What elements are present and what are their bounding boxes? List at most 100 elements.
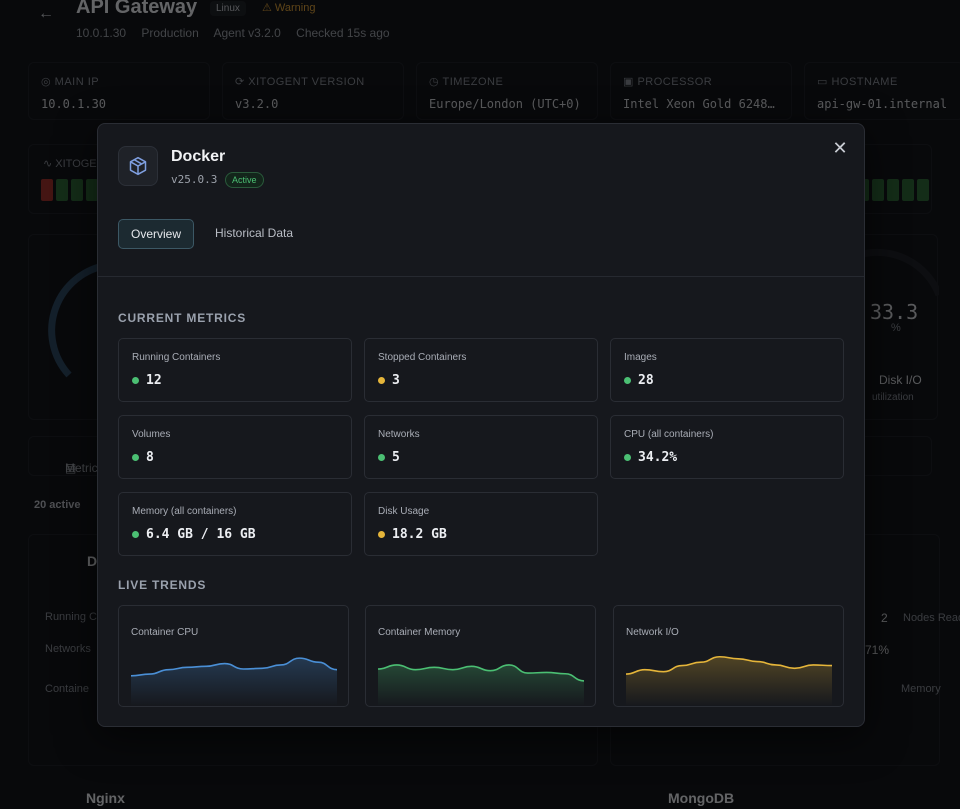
meta-checked: Checked 15s ago: [296, 26, 390, 40]
warning-icon: ⚠: [262, 2, 275, 14]
metric-card: Memory (all containers) 6.4 GB / 16 GB: [118, 492, 352, 556]
tab-overview[interactable]: Overview: [118, 219, 195, 249]
metric-card: Networks 5: [364, 415, 598, 479]
os-badge: Linux: [210, 1, 246, 16]
uptime-bar: [86, 179, 98, 201]
info-label: ⟳ XITOGENT VERSION: [235, 76, 365, 88]
trend-card-network-io: Network I/O: [613, 605, 844, 707]
trend-sparkline: [378, 664, 584, 706]
info-value: Intel Xeon Gold 6248…: [623, 97, 775, 111]
info-label: ▭ HOSTNAME: [817, 76, 898, 88]
metric-value: 18.2 GB: [392, 527, 447, 542]
disk-gauge-unit: %: [891, 322, 901, 334]
status-badge: Active: [225, 172, 264, 188]
uptime-bar: [917, 179, 929, 201]
trend-label: Container CPU: [131, 627, 199, 638]
modal-title: Docker: [171, 148, 226, 165]
trend-line: [378, 664, 584, 682]
meta-agent: Agent v3.2.0: [213, 26, 281, 40]
info-value: 10.0.1.30: [41, 97, 107, 111]
info-card-hostname: ▭ HOSTNAME api-gw-01.internal: [804, 62, 960, 120]
metric-value: 12: [146, 373, 162, 388]
metric-value: 5: [392, 450, 400, 465]
service-row: Networks: [45, 643, 91, 655]
service-card-nginx-title: Nginx: [86, 790, 125, 806]
metric-label: Images: [624, 352, 657, 363]
gauge-arc: [48, 261, 110, 378]
metric-label: Disk Usage: [378, 506, 430, 517]
metric-card: Volumes 8: [118, 415, 352, 479]
trend-line: [131, 657, 337, 677]
service-row: Memory: [901, 683, 941, 695]
info-card-timezone: ◷ TIMEZONE Europe/London (UTC+0): [416, 62, 598, 120]
tab-historical-data[interactable]: Historical Data: [215, 226, 294, 240]
service-row: Nodes Read: [903, 612, 960, 624]
uptime-label: ∿ XITOGE: [43, 158, 97, 170]
metric-value: 8: [146, 450, 154, 465]
modal-version: v25.0.3: [171, 173, 218, 186]
info-value: v3.2.0: [235, 97, 279, 111]
trend-area: [131, 658, 337, 706]
trend-sparkline: [131, 657, 337, 706]
monitor-icon: ▭: [817, 76, 832, 88]
warning-badge: ⚠ Warning: [262, 2, 316, 14]
status-dot-icon: [624, 454, 631, 461]
disk-gauge-sub: utilization: [872, 392, 914, 403]
metric-value: 34.2%: [638, 450, 678, 465]
clock-icon: ◷: [429, 76, 443, 88]
service-value: 2: [881, 611, 888, 625]
service-card-mongodb-title: MongoDB: [668, 790, 735, 806]
service-name: D: [87, 553, 98, 569]
back-arrow-icon[interactable]: ←: [38, 5, 54, 22]
trend-area: [626, 656, 832, 706]
info-card-processor: ▣ PROCESSOR Intel Xeon Gold 6248…: [610, 62, 792, 120]
refresh-icon: ⟳: [235, 76, 249, 88]
host-meta: 10.0.1.30 Production Agent v3.2.0 Checke…: [76, 26, 402, 40]
trend-label: Container Memory: [378, 627, 461, 638]
info-value: Europe/London (UTC+0): [429, 97, 581, 111]
close-icon[interactable]: ✕: [832, 138, 848, 158]
trend-area: [378, 664, 584, 706]
docker-box-icon: [118, 146, 158, 186]
metric-label: Volumes: [132, 429, 171, 440]
meta-env: Production: [141, 26, 199, 40]
activity-icon: ∿: [43, 158, 56, 170]
divider: [98, 276, 864, 277]
status-dot-icon: [132, 454, 139, 461]
metric-value: 28: [638, 373, 654, 388]
info-label: ◷ TIMEZONE: [429, 76, 504, 88]
metric-label: Stopped Containers: [378, 352, 467, 363]
trend-card-container-memory: Container Memory: [365, 605, 596, 707]
chart-icon: ▤: [65, 461, 77, 475]
disk-gauge-value: 33.3: [870, 300, 919, 324]
metric-card: Disk Usage 18.2 GB: [364, 492, 598, 556]
service-value: 71%: [865, 643, 890, 657]
current-metrics-heading: CURRENT METRICS: [118, 311, 246, 325]
cpu-icon: ▣: [623, 76, 638, 88]
disk-gauge-label: Disk I/O: [879, 373, 922, 387]
globe-icon: ◎: [41, 76, 55, 88]
status-dot-icon: [378, 454, 385, 461]
live-trends-heading: LIVE TRENDS: [118, 578, 207, 592]
meta-ip: 10.0.1.30: [76, 26, 127, 40]
uptime-bar: [872, 179, 884, 201]
trend-label: Network I/O: [626, 627, 679, 638]
trend-card-container-cpu: Container CPU: [118, 605, 349, 707]
uptime-bar: [41, 179, 53, 201]
metric-value: 6.4 GB / 16 GB: [146, 527, 256, 542]
metric-label: Running Containers: [132, 352, 221, 363]
metric-value: 3: [392, 373, 400, 388]
info-card-version: ⟳ XITOGENT VERSION v3.2.0: [222, 62, 404, 120]
active-services-count: 20 active: [34, 499, 81, 511]
uptime-bars-right: [857, 179, 929, 201]
metric-label: Memory (all containers): [132, 506, 237, 517]
uptime-bar: [902, 179, 914, 201]
uptime-bar: [887, 179, 899, 201]
status-dot-icon: [132, 531, 139, 538]
metric-card: Stopped Containers 3: [364, 338, 598, 402]
metric-label: Networks: [378, 429, 420, 440]
trend-line: [626, 655, 832, 675]
service-row: Containe: [45, 683, 90, 695]
info-label: ▣ PROCESSOR: [623, 76, 713, 88]
metric-card: Running Containers 12: [118, 338, 352, 402]
